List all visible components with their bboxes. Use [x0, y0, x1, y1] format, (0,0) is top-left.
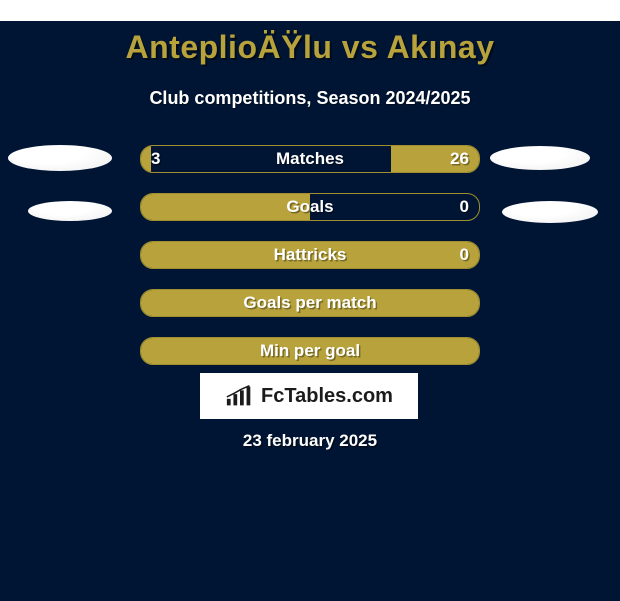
stat-row: Goals per match: [140, 289, 480, 317]
source-logo: FcTables.com: [200, 373, 418, 419]
logo-text: FcTables.com: [261, 385, 393, 408]
crest-placeholder: [28, 201, 112, 221]
page-title: AnteplioÄŸlu vs Akınay: [0, 21, 620, 66]
stat-value-right: 0: [460, 242, 469, 268]
stat-row: Matches3 26: [140, 145, 480, 173]
stat-label: Goals per match: [141, 290, 479, 316]
stat-row: Goals0: [140, 193, 480, 221]
stat-value-left: 3: [151, 146, 160, 172]
stat-row: Min per goal: [140, 337, 480, 365]
comparison-infographic: AnteplioÄŸlu vs Akınay Club competitions…: [0, 21, 620, 601]
crest-placeholder: [502, 201, 598, 223]
crest-placeholder: [490, 146, 590, 170]
stat-value-right: 26: [450, 146, 469, 172]
stat-value-right: 0: [460, 194, 469, 220]
stat-label: Min per goal: [141, 338, 479, 364]
bar-chart-icon: [225, 384, 255, 408]
stat-label: Hattricks: [141, 242, 479, 268]
crest-placeholder: [8, 145, 112, 171]
date-caption: 23 february 2025: [0, 431, 620, 451]
stat-rows: Matches326Goals0Hattricks0Goals per matc…: [140, 145, 480, 385]
subtitle: Club competitions, Season 2024/2025: [0, 88, 620, 109]
stat-label: Goals: [141, 194, 479, 220]
stat-row: Hattricks0: [140, 241, 480, 269]
stat-label: Matches: [141, 146, 479, 172]
